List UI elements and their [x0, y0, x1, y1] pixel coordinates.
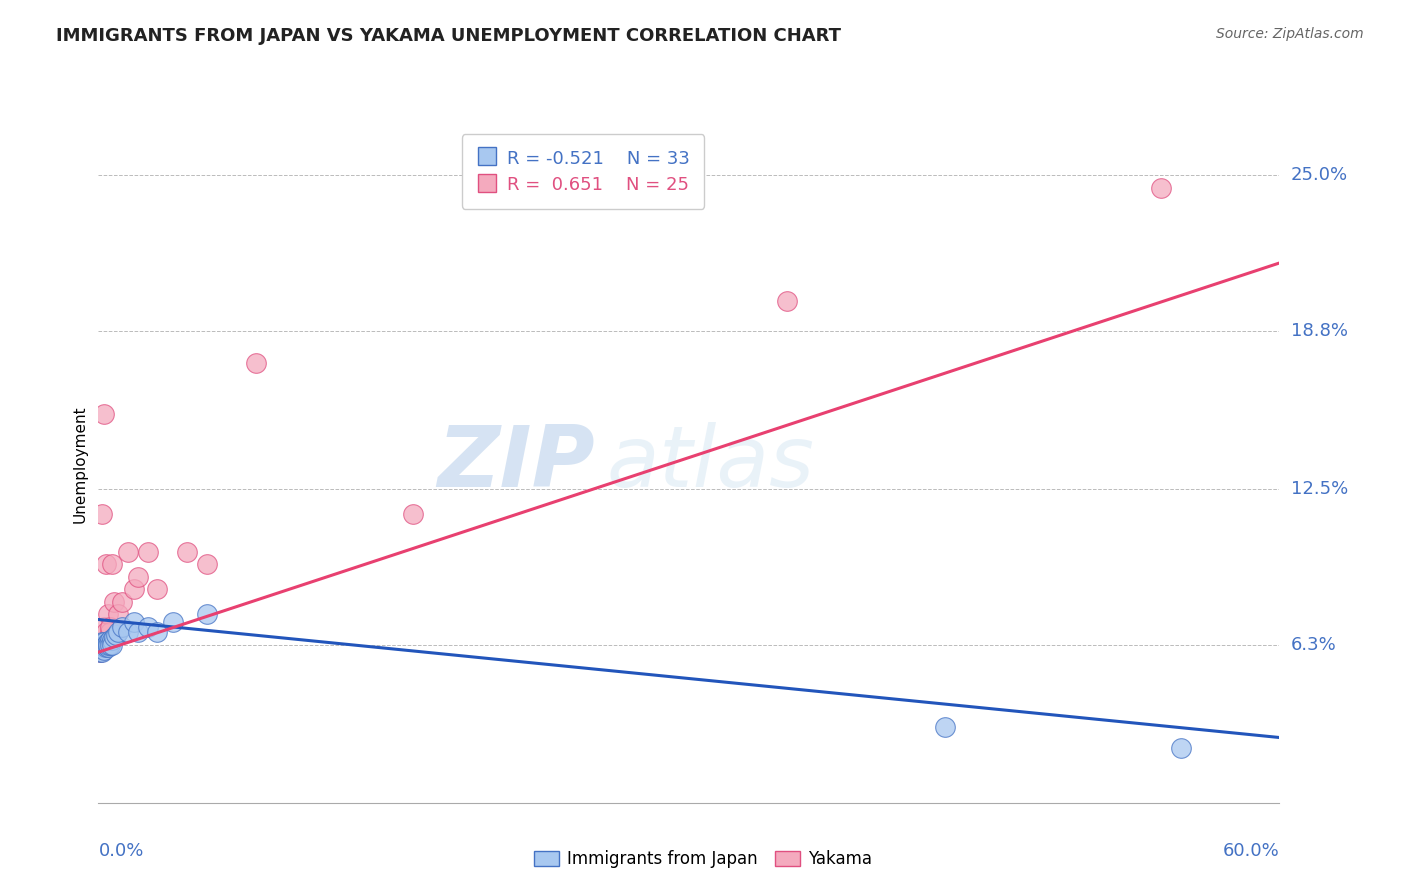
Text: ZIP: ZIP — [437, 422, 595, 506]
Point — [103, 595, 125, 609]
Point — [105, 627, 128, 641]
Text: 25.0%: 25.0% — [1291, 166, 1348, 184]
Point — [91, 507, 114, 521]
Point — [101, 632, 124, 647]
Point — [96, 640, 118, 654]
Point — [97, 607, 120, 622]
Point — [97, 638, 120, 652]
Point — [101, 638, 124, 652]
Point — [93, 635, 115, 649]
Point — [195, 558, 218, 572]
Point — [117, 625, 139, 640]
Y-axis label: Unemployment: Unemployment — [72, 405, 87, 523]
Point — [96, 558, 118, 572]
Point — [93, 620, 115, 634]
Point — [91, 635, 114, 649]
Point — [1150, 180, 1173, 194]
Text: 18.8%: 18.8% — [1291, 322, 1347, 340]
Text: IMMIGRANTS FROM JAPAN VS YAKAMA UNEMPLOYMENT CORRELATION CHART: IMMIGRANTS FROM JAPAN VS YAKAMA UNEMPLOY… — [56, 27, 841, 45]
Point — [97, 635, 120, 649]
Point — [98, 620, 121, 634]
Point — [136, 545, 159, 559]
Point — [93, 638, 115, 652]
Legend: Immigrants from Japan, Yakama: Immigrants from Japan, Yakama — [527, 844, 879, 875]
Point — [111, 620, 134, 634]
Point — [89, 640, 111, 654]
Text: 6.3%: 6.3% — [1291, 636, 1336, 654]
Point — [98, 632, 121, 647]
Point — [98, 638, 121, 652]
Point — [111, 595, 134, 609]
Point — [103, 630, 125, 644]
Text: 60.0%: 60.0% — [1223, 842, 1279, 860]
Point — [97, 640, 120, 654]
Point — [91, 638, 114, 652]
Point — [127, 625, 149, 640]
Point — [776, 293, 799, 308]
Point — [93, 407, 115, 421]
Legend: R = -0.521    N = 33, R =  0.651    N = 25: R = -0.521 N = 33, R = 0.651 N = 25 — [461, 134, 704, 209]
Point — [89, 645, 111, 659]
Point — [117, 545, 139, 559]
Point — [101, 558, 124, 572]
Point — [89, 645, 111, 659]
Point — [146, 582, 169, 597]
Point — [122, 615, 145, 629]
Point — [934, 721, 956, 735]
Point — [96, 638, 118, 652]
Point — [402, 507, 425, 521]
Point — [91, 640, 114, 654]
Point — [98, 625, 121, 640]
Text: 0.0%: 0.0% — [98, 842, 143, 860]
Point — [245, 356, 267, 370]
Point — [195, 607, 218, 622]
Point — [107, 625, 129, 640]
Point — [96, 638, 118, 652]
Point — [176, 545, 198, 559]
Text: Source: ZipAtlas.com: Source: ZipAtlas.com — [1216, 27, 1364, 41]
Point — [93, 640, 115, 654]
Point — [96, 625, 118, 640]
Point — [127, 570, 149, 584]
Point — [107, 607, 129, 622]
Text: 12.5%: 12.5% — [1291, 480, 1348, 498]
Point — [93, 642, 115, 657]
Point — [136, 620, 159, 634]
Point — [1170, 740, 1192, 755]
Point — [162, 615, 184, 629]
Point — [122, 582, 145, 597]
Point — [146, 625, 169, 640]
Point — [91, 638, 114, 652]
Text: atlas: atlas — [606, 422, 814, 506]
Point — [91, 645, 114, 659]
